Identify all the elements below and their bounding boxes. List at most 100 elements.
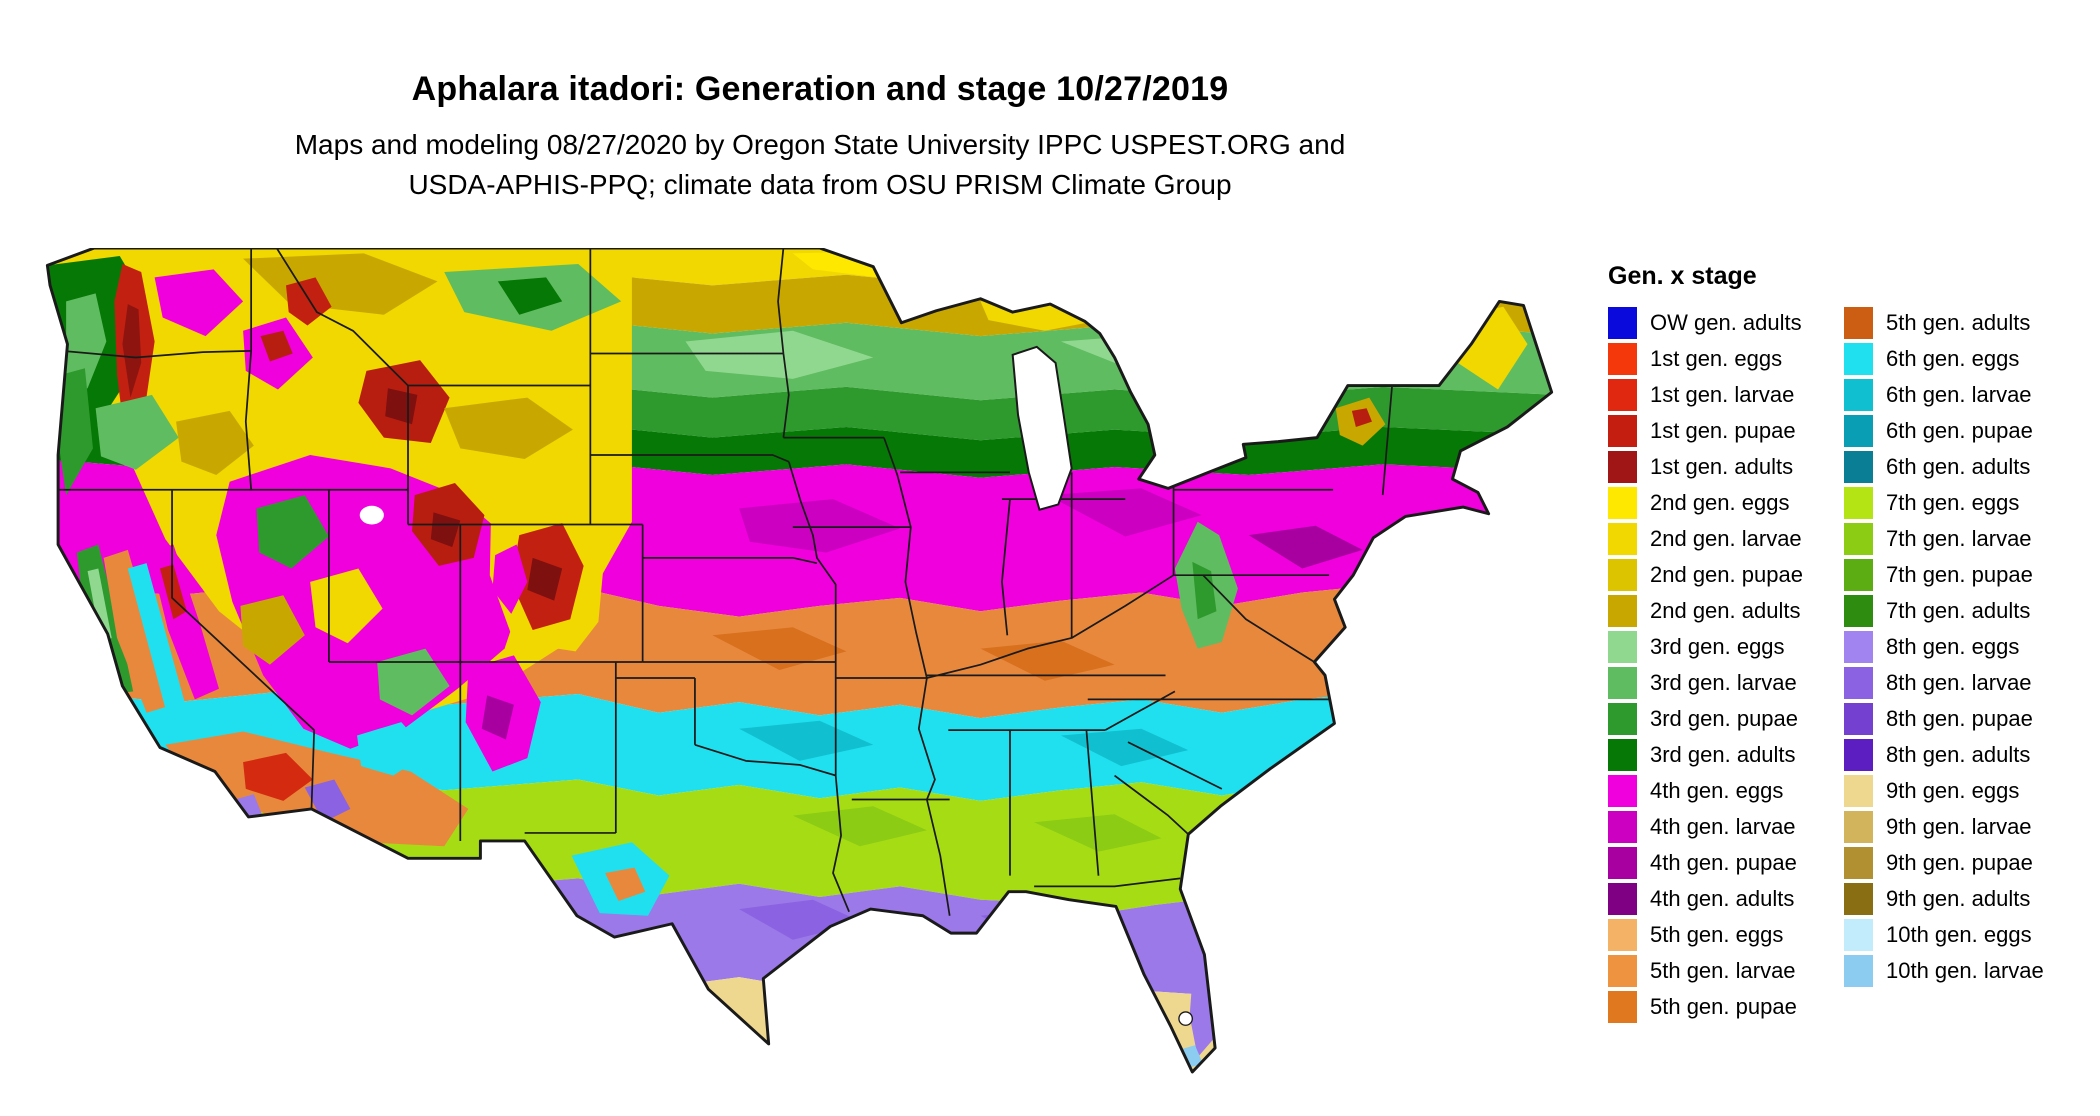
- figure-header: Aphalara itadori: Generation and stage 1…: [0, 70, 1640, 205]
- legend-item: 1st gen. adults: [1608, 449, 1844, 485]
- legend-color-swatch: [1608, 343, 1637, 375]
- legend-item-label: 2nd gen. eggs: [1650, 490, 1790, 515]
- legend-color-swatch: [1608, 595, 1637, 627]
- legend-item: 1st gen. larvae: [1608, 377, 1844, 413]
- legend-item: 3rd gen. adults: [1608, 737, 1844, 773]
- subtitle-line-2: USDA-APHIS-PPQ; climate data from OSU PR…: [408, 168, 1232, 200]
- legend-item-label: 7th gen. larvae: [1886, 526, 2032, 551]
- legend-color-swatch: [1844, 415, 1873, 447]
- legend-item-label: 5th gen. adults: [1886, 310, 2031, 335]
- legend-item-label: 7th gen. adults: [1886, 598, 2031, 623]
- patch: [685, 330, 874, 379]
- legend-color-swatch: [1844, 451, 1873, 483]
- legend-item: 3rd gen. larvae: [1608, 665, 1844, 701]
- yellowstone-dark-red: [385, 388, 418, 425]
- legend-color-swatch: [1608, 559, 1637, 591]
- utah-dark-red: [430, 512, 461, 548]
- patch: [1034, 814, 1162, 852]
- legend-color-swatch: [1608, 667, 1637, 699]
- legend: Gen. x stage OW gen. adults 1st gen. eggs…: [1608, 262, 2088, 1025]
- legend-color-swatch: [1608, 415, 1637, 447]
- fl-east-coast-purple: [1189, 979, 1214, 1058]
- patch: [1248, 525, 1363, 569]
- legend-item: 4th gen. eggs: [1608, 773, 1844, 809]
- legend-color-swatch: [1844, 955, 1873, 987]
- legend-color-swatch: [1608, 487, 1637, 519]
- legend-color-swatch: [1844, 523, 1873, 555]
- legend-color-swatch: [1608, 811, 1637, 843]
- legend-item-label: 3rd gen. adults: [1650, 742, 1796, 767]
- lake-okeechobee: [1178, 1011, 1193, 1026]
- legend-item-label: 5th gen. eggs: [1650, 922, 1784, 947]
- legend-item: 6th gen. adults: [1844, 449, 2088, 485]
- legend-item-label: 1st gen. pupae: [1650, 418, 1796, 443]
- band-9th-gen-eggs: [47, 966, 1552, 1072]
- legend-item: 3rd gen. pupae: [1608, 701, 1844, 737]
- legend-item-label: OW gen. adults: [1650, 310, 1802, 335]
- figure-title: Aphalara itadori: Generation and stage 1…: [411, 70, 1229, 108]
- legend-item: 1st gen. pupae: [1608, 413, 1844, 449]
- or-green: [95, 394, 179, 470]
- legend-item: 6th gen. pupae: [1844, 413, 2088, 449]
- subtitle-line-1: Maps and modeling 08/27/2020 by Oregon S…: [294, 129, 1346, 160]
- legend-item-label: 1st gen. larvae: [1650, 382, 1795, 407]
- legend-item: 9th gen. adults: [1844, 881, 2088, 917]
- figure-subtitle: Maps and modeling 08/27/2020 by Oregon S…: [0, 125, 1640, 205]
- legend-item-label: 10th gen. larvae: [1886, 958, 2044, 983]
- legend-color-swatch: [1844, 379, 1873, 411]
- great-salt-lake: [359, 505, 384, 525]
- legend-color-swatch: [1844, 847, 1873, 879]
- legend-column-2: 5th gen. adults 6th gen. eggs 6th gen. lar…: [1844, 305, 2088, 1025]
- legend-color-swatch: [1608, 991, 1637, 1023]
- socal-red: [243, 752, 313, 801]
- legend-item: 7th gen. pupae: [1844, 557, 2088, 593]
- legend-color-swatch: [1608, 379, 1637, 411]
- mt-dark-green: [497, 277, 563, 315]
- us-phenology-map: [42, 248, 1557, 1076]
- legend-item-label: 4th gen. pupae: [1650, 850, 1797, 875]
- co-rockies-dark-red: [527, 557, 563, 601]
- legend-item: 2nd gen. eggs: [1608, 485, 1844, 521]
- legend-item-label: 1st gen. eggs: [1650, 346, 1783, 371]
- legend-item-label: 6th gen. adults: [1886, 454, 2031, 479]
- legend-item: 7th gen. eggs: [1844, 485, 2088, 521]
- legend-item: 5th gen. larvae: [1608, 953, 1844, 989]
- ca-coast-light-green: [87, 568, 112, 644]
- legend-item-label: 4th gen. larvae: [1650, 814, 1796, 839]
- legend-item: 8th gen. pupae: [1844, 701, 2088, 737]
- legend-color-swatch: [1844, 883, 1873, 915]
- legend-item: OW gen. adults: [1608, 305, 1844, 341]
- legend-item-label: 9th gen. larvae: [1886, 814, 2032, 839]
- legend-color-swatch: [1844, 307, 1873, 339]
- legend-item-label: 7th gen. eggs: [1886, 490, 2020, 515]
- legend-item: 8th gen. eggs: [1844, 629, 2088, 665]
- legend-item: 2nd gen. adults: [1608, 593, 1844, 629]
- legend-column-1: OW gen. adults 1st gen. eggs 1st gen. larv…: [1608, 305, 1844, 1025]
- legend-item: 4th gen. pupae: [1608, 845, 1844, 881]
- legend-color-swatch: [1844, 595, 1873, 627]
- legend-item-label: 9th gen. adults: [1886, 886, 2031, 911]
- legend-item: 10th gen. larvae: [1844, 953, 2088, 989]
- legend-color-swatch: [1844, 811, 1873, 843]
- wy-gold: [444, 397, 573, 460]
- legend-item: 3rd gen. eggs: [1608, 629, 1844, 665]
- or-gold: [176, 410, 254, 476]
- legend-item-label: 8th gen. larvae: [1886, 670, 2032, 695]
- legend-item: 4th gen. larvae: [1608, 809, 1844, 845]
- us-map-svg: [45, 248, 1554, 1074]
- legend-item-label: 6th gen. eggs: [1886, 346, 2020, 371]
- sw-gold: [240, 595, 305, 665]
- legend-color-swatch: [1608, 631, 1637, 663]
- lake-michigan: [1011, 345, 1073, 511]
- legend-item: 9th gen. eggs: [1844, 773, 2088, 809]
- legend-item-label: 7th gen. pupae: [1886, 562, 2033, 587]
- legend-item: 1st gen. eggs: [1608, 341, 1844, 377]
- legend-item-label: 3rd gen. pupae: [1650, 706, 1799, 731]
- pnw-green: [66, 293, 107, 395]
- legend-color-swatch: [1608, 847, 1637, 879]
- legend-item: 5th gen. adults: [1844, 305, 2088, 341]
- legend-color-swatch: [1844, 559, 1873, 591]
- legend-color-swatch: [1608, 739, 1637, 771]
- legend-color-swatch: [1608, 451, 1637, 483]
